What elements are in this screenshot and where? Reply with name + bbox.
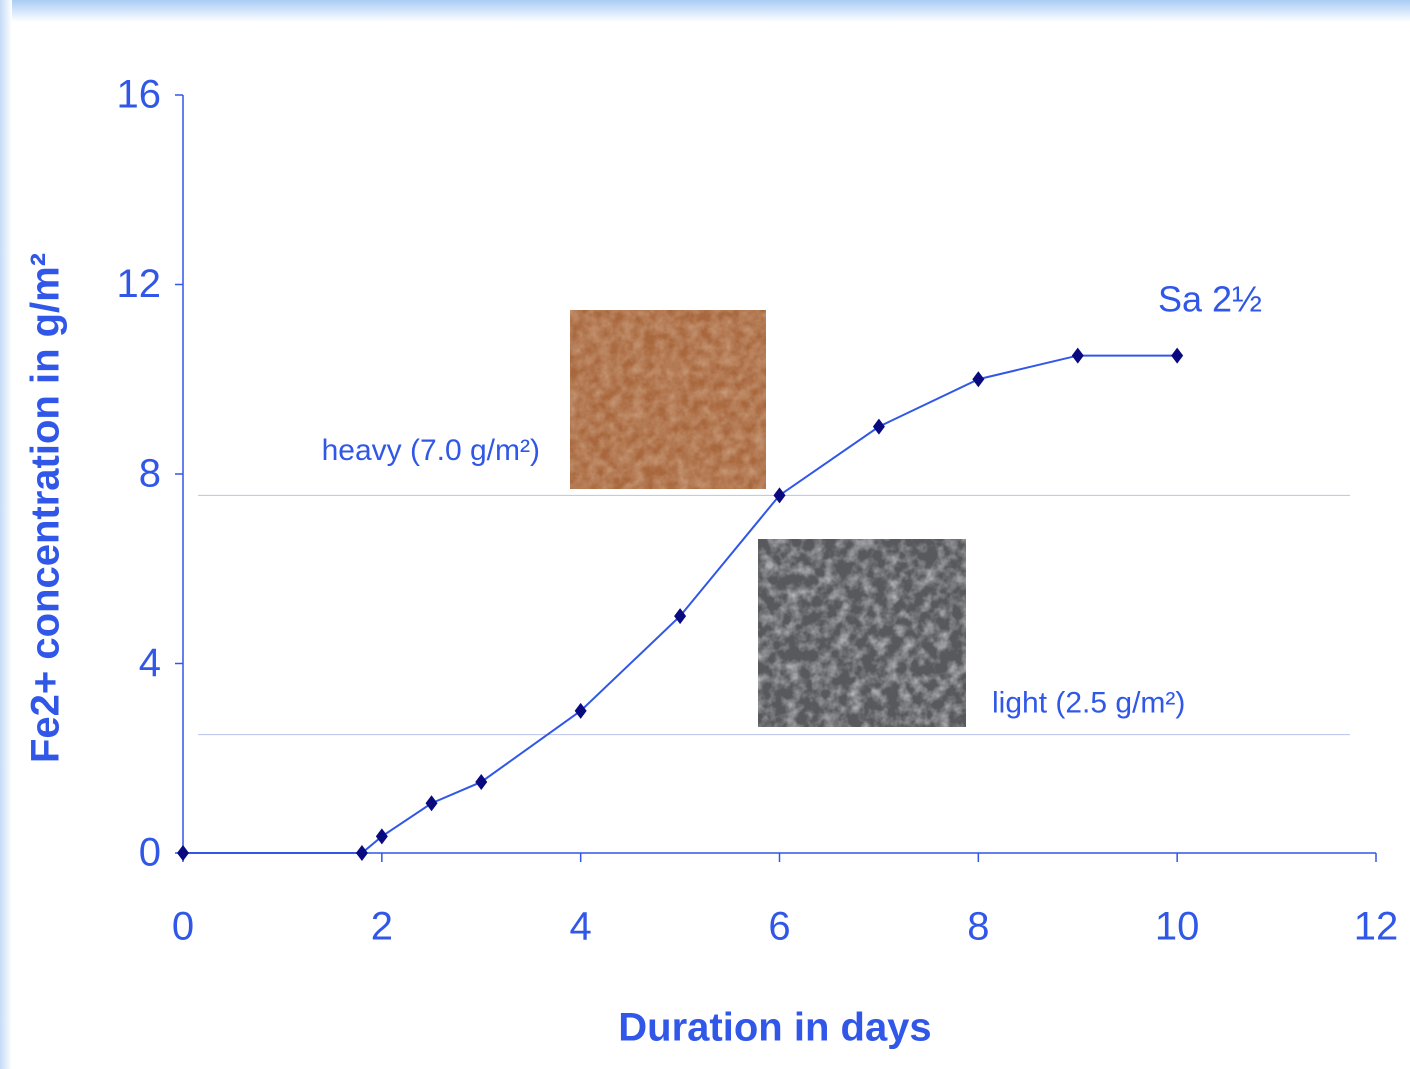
left-band [0, 0, 12, 1069]
reference-label: light (2.5 g/m²) [992, 686, 1185, 719]
x-tick-label: 6 [768, 905, 790, 949]
photo-heavy [570, 310, 766, 489]
x-tick-label: 12 [1354, 905, 1399, 949]
x-tick-label: 2 [371, 905, 393, 949]
x-tick-label: 10 [1155, 905, 1200, 949]
x-tick-label: 0 [172, 905, 194, 949]
y-tick-label: 8 [139, 452, 161, 496]
photo-light [758, 539, 966, 727]
x-tick-label: 4 [570, 905, 592, 949]
x-axis-title: Duration in days [618, 1006, 931, 1050]
y-tick-label: 16 [117, 73, 162, 117]
y-tick-label: 0 [139, 831, 161, 875]
y-tick-label: 12 [117, 262, 162, 306]
y-axis-title: Fe2+ concentration in g/m² [24, 253, 68, 763]
x-tick-label: 8 [967, 905, 989, 949]
chart: Duration in days Fe2+ concentration in g… [0, 0, 1410, 1069]
y-tick-label: 4 [139, 641, 161, 685]
top-band [0, 0, 1410, 22]
reference-label: heavy (7.0 g/m²) [322, 434, 540, 467]
annotation: Sa 2½ [1158, 279, 1262, 320]
